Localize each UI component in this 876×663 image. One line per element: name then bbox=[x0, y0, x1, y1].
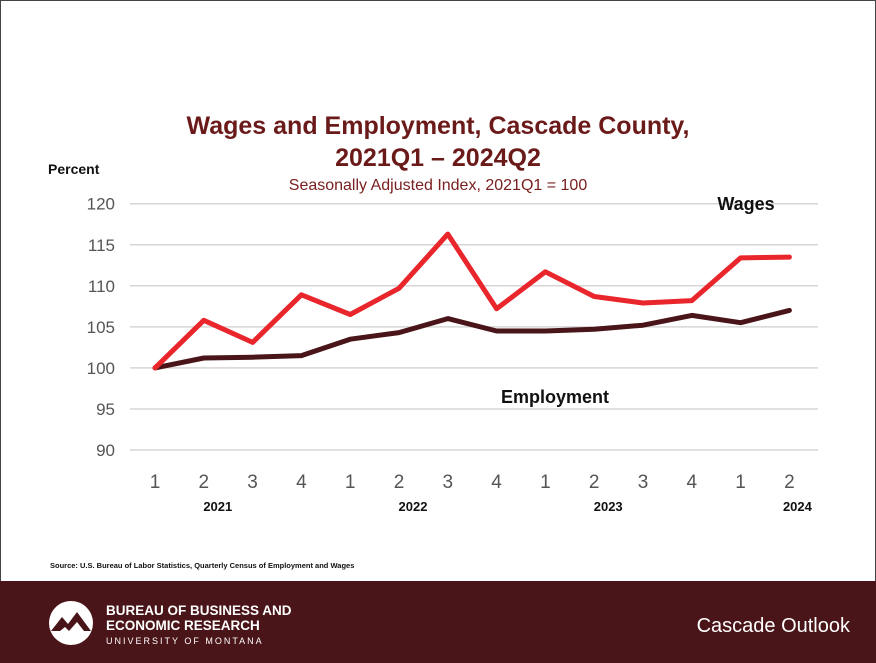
outlook-label: Cascade Outlook bbox=[696, 615, 850, 637]
org-line-2: ECONOMIC RESEARCH bbox=[106, 618, 260, 633]
year-label: 2021 bbox=[203, 499, 232, 514]
x-tick-label: 4 bbox=[687, 472, 698, 493]
x-tick-label: 3 bbox=[247, 472, 258, 493]
x-tick-label: 1 bbox=[150, 472, 161, 493]
series-line-wages bbox=[152, 231, 792, 371]
y-tick-label: 115 bbox=[88, 236, 115, 255]
y-tick-label: 120 bbox=[87, 195, 115, 214]
footer-bar: BUREAU OF BUSINESS AND ECONOMIC RESEARCH… bbox=[0, 581, 876, 663]
x-tick-label: 3 bbox=[443, 472, 454, 493]
year-label: 2022 bbox=[399, 499, 428, 514]
x-tick-label: 3 bbox=[638, 472, 649, 493]
y-tick-label: 90 bbox=[96, 441, 115, 460]
x-tick-label: 2 bbox=[394, 472, 405, 493]
chart-title: Wages and Employment, Cascade County, bbox=[186, 112, 690, 140]
series-line-employment bbox=[152, 307, 792, 371]
x-tick-label: 1 bbox=[735, 472, 746, 493]
year-label: 2024 bbox=[783, 499, 813, 514]
org-name: BUREAU OF BUSINESS AND ECONOMIC RESEARCH… bbox=[106, 603, 292, 649]
chart-subtitle: Seasonally Adjusted Index, 2021Q1 = 100 bbox=[288, 177, 588, 194]
x-tick-label: 1 bbox=[345, 472, 356, 493]
y-tick-label: 105 bbox=[87, 318, 115, 337]
year-label: 2023 bbox=[594, 499, 623, 514]
mountain-logo-icon bbox=[49, 601, 93, 645]
y-tick-label: 100 bbox=[87, 359, 115, 378]
y-tick-label: 110 bbox=[88, 277, 115, 296]
x-tick-label: 2 bbox=[784, 472, 795, 493]
x-tick-label: 2 bbox=[589, 472, 600, 493]
y-axis-label: Percent bbox=[48, 161, 100, 177]
x-tick-label: 2 bbox=[199, 472, 210, 493]
x-tick-label: 1 bbox=[540, 472, 551, 493]
org-line-3: UNIVERSITY OF MONTANA bbox=[106, 636, 264, 646]
chart-title-line2: 2021Q1 – 2024Q2 bbox=[335, 144, 541, 172]
y-tick-label: 95 bbox=[96, 400, 115, 419]
x-tick-label: 4 bbox=[491, 472, 502, 493]
series-label-wages: Wages bbox=[717, 194, 774, 214]
x-tick-label: 4 bbox=[296, 472, 307, 493]
source-note: Source: U.S. Bureau of Labor Statistics,… bbox=[50, 561, 355, 570]
series-label-employment: Employment bbox=[501, 387, 609, 407]
org-line-1: BUREAU OF BUSINESS AND bbox=[106, 603, 292, 618]
line-chart: 120 115 110 105 100 95 90 1 2 3 4 1 2 3 4 1 2 3 4 1 2 2021 202… bbox=[87, 194, 818, 514]
